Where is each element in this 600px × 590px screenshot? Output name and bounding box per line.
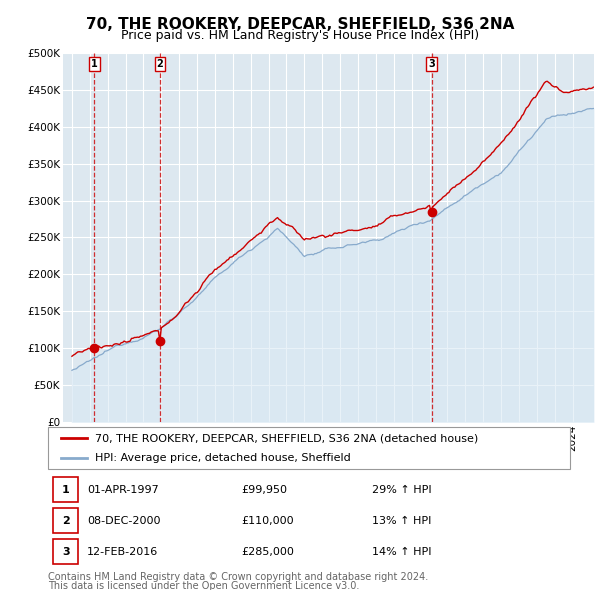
- Text: £285,000: £285,000: [241, 547, 294, 557]
- Text: 13% ↑ HPI: 13% ↑ HPI: [371, 516, 431, 526]
- Text: 14% ↑ HPI: 14% ↑ HPI: [371, 547, 431, 557]
- Text: 3: 3: [62, 547, 70, 557]
- FancyBboxPatch shape: [53, 477, 78, 502]
- Text: £99,950: £99,950: [241, 484, 287, 494]
- Text: £110,000: £110,000: [241, 516, 294, 526]
- Text: 3: 3: [428, 58, 435, 68]
- Text: 12-FEB-2016: 12-FEB-2016: [87, 547, 158, 557]
- Text: HPI: Average price, detached house, Sheffield: HPI: Average price, detached house, Shef…: [95, 453, 351, 463]
- Text: 01-APR-1997: 01-APR-1997: [87, 484, 159, 494]
- Text: Price paid vs. HM Land Registry's House Price Index (HPI): Price paid vs. HM Land Registry's House …: [121, 29, 479, 42]
- FancyBboxPatch shape: [53, 508, 78, 533]
- Text: 2: 2: [157, 58, 163, 68]
- Text: Contains HM Land Registry data © Crown copyright and database right 2024.: Contains HM Land Registry data © Crown c…: [48, 572, 428, 582]
- Text: 70, THE ROOKERY, DEEPCAR, SHEFFIELD, S36 2NA (detached house): 70, THE ROOKERY, DEEPCAR, SHEFFIELD, S36…: [95, 433, 478, 443]
- Text: 1: 1: [91, 58, 98, 68]
- Text: This data is licensed under the Open Government Licence v3.0.: This data is licensed under the Open Gov…: [48, 581, 359, 590]
- Text: 29% ↑ HPI: 29% ↑ HPI: [371, 484, 431, 494]
- Text: 1: 1: [62, 484, 70, 494]
- Text: 2: 2: [62, 516, 70, 526]
- Text: 70, THE ROOKERY, DEEPCAR, SHEFFIELD, S36 2NA: 70, THE ROOKERY, DEEPCAR, SHEFFIELD, S36…: [86, 17, 514, 31]
- FancyBboxPatch shape: [53, 539, 78, 565]
- Text: 08-DEC-2000: 08-DEC-2000: [87, 516, 161, 526]
- FancyBboxPatch shape: [48, 427, 570, 469]
